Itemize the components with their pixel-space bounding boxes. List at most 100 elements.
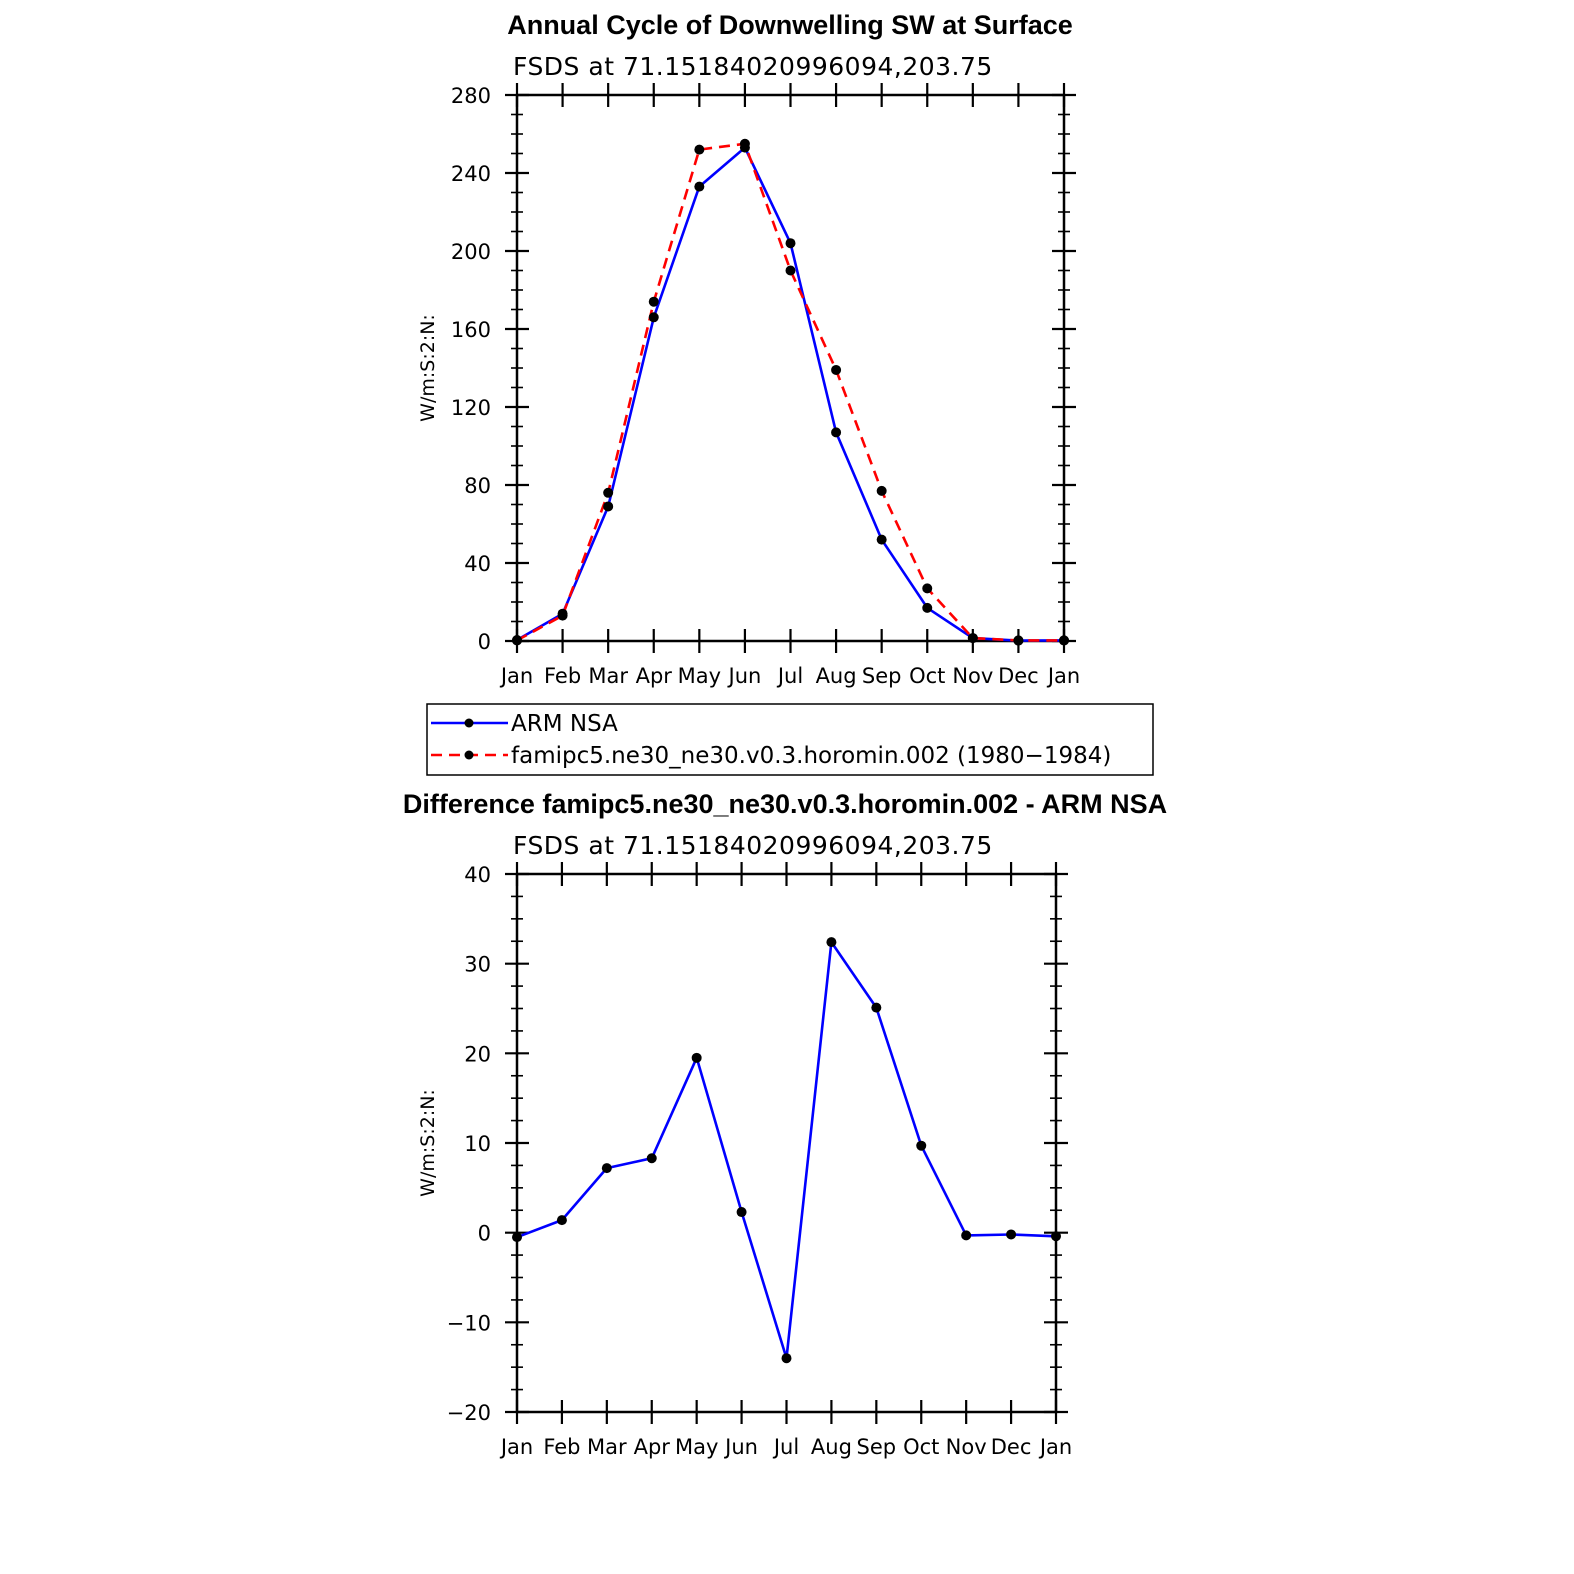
tick-labels-layer: Jan Feb Mar Apr May Jun Jul Aug Sep Oct Nov Dec Jan 0… [451, 84, 1080, 688]
chart-title: Difference famipc5.ne30_ne30.v0.3.horomi… [403, 789, 1167, 819]
series-layer [512, 138, 1069, 646]
y-tick-label: 160 [451, 318, 491, 342]
data-point-famipc5-ne30-ne30-v0-3-horomin-002-1980-1984 [603, 487, 614, 498]
x-tick-label: Apr [634, 1435, 671, 1459]
x-tick-label: Aug [811, 1435, 852, 1459]
legend-entry-arm-nsa: ARM NSA [431, 711, 618, 737]
x-tick-label: Oct [903, 1435, 939, 1459]
data-point-arm-nsa [876, 534, 887, 545]
x-tick-label: Feb [543, 1435, 580, 1459]
data-point-series-1 [1006, 1229, 1017, 1240]
ticks-layer [505, 862, 1068, 1424]
legend-marker [464, 718, 474, 728]
plot-frame [515, 93, 1066, 643]
data-point-series-1 [556, 1215, 567, 1226]
x-tick-label: Jul [772, 1435, 799, 1459]
data-point-famipc5-ne30-ne30-v0-3-horomin-002-1980-1984 [1013, 635, 1024, 646]
x-tick-label: Sep [862, 664, 902, 688]
x-tick-label: Jun [723, 1435, 758, 1459]
data-point-famipc5-ne30-ne30-v0-3-horomin-002-1980-1984 [1059, 635, 1069, 646]
y-tick-label: 40 [464, 863, 491, 887]
legend-box [426, 703, 1154, 776]
x-tick-label: Sep [857, 1435, 897, 1459]
y-tick-label: 280 [451, 84, 491, 108]
data-point-famipc5-ne30-ne30-v0-3-horomin-002-1980-1984 [785, 265, 796, 276]
x-tick-label: May [675, 1435, 718, 1459]
x-tick-label: Nov [946, 1435, 987, 1459]
y-axis-label: W/m:S:2:N: [417, 1089, 439, 1197]
y-tick-label: 200 [451, 240, 491, 264]
data-point-arm-nsa [922, 602, 933, 613]
data-point-series-1 [916, 1140, 927, 1151]
data-point-series-1 [601, 1163, 612, 1174]
ticks-layer [505, 83, 1076, 653]
y-tick-label: 240 [451, 162, 491, 186]
x-tick-label: Jul [776, 664, 803, 688]
data-point-famipc5-ne30-ne30-v0-3-horomin-002-1980-1984 [648, 296, 659, 307]
x-tick-label: Jan [499, 664, 533, 688]
legend-marker [464, 750, 474, 760]
y-tick-label: 80 [464, 474, 491, 498]
y-tick-label: 120 [451, 396, 491, 420]
legend-label: famipc5.ne30_ne30.v0.3.horomin.002 (1980… [511, 743, 1111, 769]
data-point-famipc5-ne30-ne30-v0-3-horomin-002-1980-1984 [967, 633, 978, 644]
y-tick-label: 20 [464, 1042, 491, 1066]
y-tick-label: 10 [464, 1132, 491, 1156]
data-point-famipc5-ne30-ne30-v0-3-horomin-002-1980-1984 [739, 138, 750, 149]
x-tick-label: Dec [991, 1435, 1032, 1459]
legend: ARM NSA famipc5.ne30_ne30.v0.3.horomin.0… [426, 703, 1154, 776]
x-tick-label: Jan [1038, 1435, 1072, 1459]
data-point-series-1 [1051, 1231, 1061, 1242]
x-tick-label: Dec [998, 664, 1039, 688]
data-point-famipc5-ne30-ne30-v0-3-horomin-002-1980-1984 [694, 144, 705, 155]
legend-label: ARM NSA [511, 711, 618, 737]
data-point-series-1 [826, 937, 837, 948]
series-line-arm-nsa [516, 146, 1065, 642]
data-point-arm-nsa [648, 312, 659, 323]
annual-cycle-chart: Annual Cycle of Downwelling SW at Surfac… [417, 10, 1154, 776]
x-tick-label: Mar [588, 664, 628, 688]
series-layer [512, 937, 1061, 1364]
x-tick-label: Jan [1046, 664, 1080, 688]
y-tick-label: 0 [478, 1222, 491, 1246]
data-point-famipc5-ne30-ne30-v0-3-horomin-002-1980-1984 [557, 610, 568, 621]
y-tick-label: −20 [447, 1401, 491, 1425]
data-point-arm-nsa [694, 181, 705, 192]
data-point-series-1 [961, 1230, 972, 1241]
chart-title: Annual Cycle of Downwelling SW at Surfac… [507, 10, 1073, 40]
data-point-series-1 [871, 1002, 882, 1013]
chart-subtitle: FSDS at 71.15184020996094,203.75 [513, 52, 993, 81]
data-point-famipc5-ne30-ne30-v0-3-horomin-002-1980-1984 [512, 635, 522, 646]
data-point-series-1 [646, 1153, 657, 1164]
series-line-famipc5-ne30-ne30-v0-3-horomin-002-1980-1984 [516, 142, 1064, 642]
x-tick-label: Aug [816, 664, 857, 688]
y-tick-label: 30 [464, 953, 491, 977]
x-tick-label: Jun [727, 664, 762, 688]
y-axis-label: W/m:S:2:N: [417, 314, 439, 422]
x-tick-label: May [678, 664, 721, 688]
x-tick-label: Feb [544, 664, 581, 688]
plot-frame [515, 872, 1058, 1414]
data-point-famipc5-ne30-ne30-v0-3-horomin-002-1980-1984 [876, 485, 887, 496]
x-tick-label: Nov [952, 664, 993, 688]
y-tick-label: 0 [478, 630, 491, 654]
data-point-famipc5-ne30-ne30-v0-3-horomin-002-1980-1984 [922, 583, 933, 594]
x-tick-label: Oct [909, 664, 945, 688]
data-point-series-1 [736, 1207, 747, 1218]
chart-subtitle: FSDS at 71.15184020996094,203.75 [513, 831, 993, 860]
y-tick-label: −10 [447, 1311, 491, 1335]
tick-labels-layer: Jan Feb Mar Apr May Jun Jul Aug Sep Oct Nov Dec Jan−… [447, 863, 1073, 1459]
data-point-arm-nsa [785, 238, 796, 249]
data-point-series-1 [781, 1353, 792, 1364]
data-point-arm-nsa [603, 501, 614, 512]
data-point-arm-nsa [831, 427, 842, 438]
x-tick-label: Apr [636, 664, 673, 688]
x-tick-label: Mar [587, 1435, 627, 1459]
x-tick-label: Jan [499, 1435, 533, 1459]
series-line-series-1 [516, 940, 1057, 1360]
difference-chart: Difference famipc5.ne30_ne30.v0.3.horomi… [403, 789, 1167, 1459]
data-point-series-1 [691, 1052, 702, 1063]
legend-entry-model: famipc5.ne30_ne30.v0.3.horomin.002 (1980… [431, 743, 1111, 769]
data-point-famipc5-ne30-ne30-v0-3-horomin-002-1980-1984 [831, 364, 842, 375]
